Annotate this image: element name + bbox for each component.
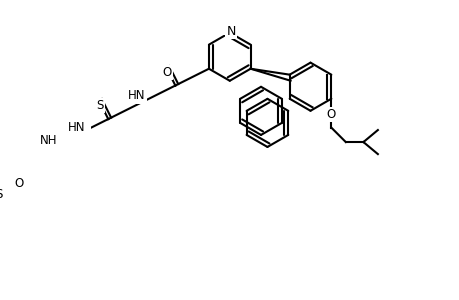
Text: S: S [0,188,2,201]
Text: HN: HN [128,89,146,102]
Text: O: O [15,177,24,190]
Text: S: S [96,99,103,112]
Text: O: O [162,66,172,79]
Text: O: O [326,108,335,121]
Text: NH: NH [40,134,57,147]
Text: N: N [226,25,235,38]
Text: HN: HN [67,121,85,134]
